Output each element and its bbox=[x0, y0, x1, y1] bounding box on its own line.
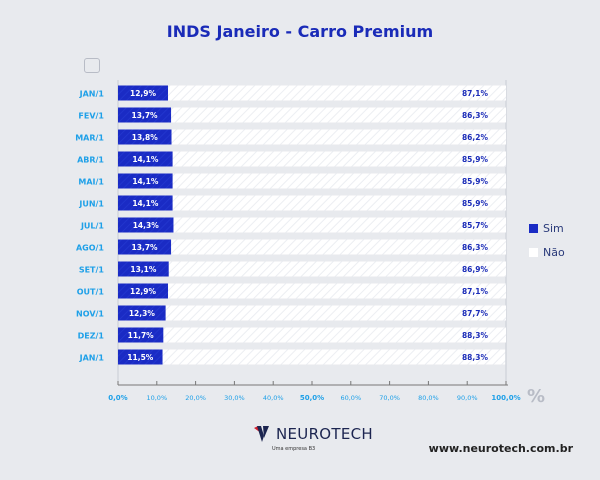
bar-sim bbox=[118, 85, 169, 101]
data-label-nao: 86,3% bbox=[462, 111, 489, 120]
data-label-sim: 12,9% bbox=[130, 287, 157, 296]
category-label: DEZ/1 bbox=[78, 332, 105, 341]
calendar-icon bbox=[84, 58, 100, 73]
x-tick-label: 10,0% bbox=[146, 394, 167, 402]
data-label-nao: 88,3% bbox=[462, 353, 489, 362]
bar-sim bbox=[118, 151, 173, 167]
x-tick-label: 20,0% bbox=[185, 394, 206, 402]
data-label-nao: 85,9% bbox=[462, 177, 489, 186]
legend-nao: Não bbox=[529, 246, 565, 259]
data-label-sim: 12,9% bbox=[130, 89, 157, 98]
x-tick-label: 80,0% bbox=[418, 394, 439, 402]
data-label-nao: 88,3% bbox=[462, 331, 489, 340]
data-label-nao: 85,9% bbox=[462, 155, 489, 164]
category-label: OUT/1 bbox=[77, 288, 105, 297]
x-tick-label: 30,0% bbox=[224, 394, 245, 402]
data-label-sim: 13,7% bbox=[132, 243, 159, 252]
bar-sim bbox=[118, 173, 173, 189]
bar-nao bbox=[172, 173, 506, 189]
x-tick-label: 40,0% bbox=[263, 394, 284, 402]
bar-nao bbox=[172, 195, 506, 211]
bar-nao bbox=[173, 217, 506, 233]
category-label: JAN/1 bbox=[79, 354, 105, 363]
x-tick-label: 50,0% bbox=[300, 394, 324, 402]
category-label: SET/1 bbox=[79, 266, 105, 275]
data-label-nao: 87,1% bbox=[462, 287, 489, 296]
bar-nao bbox=[171, 239, 506, 255]
legend-swatch-sim bbox=[529, 224, 538, 233]
x-tick-label: 100,0% bbox=[491, 394, 520, 402]
bar-sim bbox=[118, 107, 172, 123]
x-tick-label: 90,0% bbox=[457, 394, 478, 402]
legend-sim: Sim bbox=[529, 222, 564, 235]
category-label: ABR/1 bbox=[77, 156, 104, 165]
data-label-sim: 13,1% bbox=[130, 265, 157, 274]
bar-sim bbox=[118, 305, 166, 321]
data-label-sim: 13,8% bbox=[132, 133, 159, 142]
bar-nao bbox=[172, 151, 506, 167]
bar-nao bbox=[168, 261, 506, 277]
category-label: NOV/1 bbox=[76, 310, 104, 319]
bar-nao bbox=[165, 305, 506, 321]
data-label-sim: 12,3% bbox=[129, 309, 156, 318]
data-label-sim: 13,7% bbox=[132, 111, 159, 120]
brand-name: NEUROTECH bbox=[276, 425, 373, 443]
category-label: MAI/1 bbox=[78, 178, 104, 187]
data-label-nao: 86,3% bbox=[462, 243, 489, 252]
data-label-sim: 14,3% bbox=[133, 221, 160, 230]
bar-nao bbox=[171, 107, 506, 123]
x-tick-label: 0,0% bbox=[108, 394, 127, 402]
bar-sim bbox=[118, 195, 173, 211]
brand-tagline: Uma empresa B3 bbox=[272, 446, 316, 452]
data-label-nao: 87,1% bbox=[462, 89, 489, 98]
data-label-sim: 14,1% bbox=[132, 177, 159, 186]
bar-sim bbox=[118, 239, 172, 255]
category-label: FEV/1 bbox=[78, 112, 104, 121]
axis-unit: % bbox=[527, 386, 546, 407]
legend-label: Sim bbox=[543, 222, 564, 235]
bar-nao bbox=[163, 327, 506, 343]
bar-nao bbox=[168, 283, 506, 299]
data-label-sim: 11,7% bbox=[128, 331, 155, 340]
data-label-sim: 14,1% bbox=[132, 199, 159, 208]
category-label: MAR/1 bbox=[75, 134, 104, 143]
bar-sim bbox=[118, 129, 172, 145]
category-label: JUN/1 bbox=[78, 200, 104, 209]
data-label-nao: 87,7% bbox=[462, 309, 489, 318]
chart-title: INDS Janeiro - Carro Premium bbox=[166, 22, 434, 41]
x-tick-label: 70,0% bbox=[379, 394, 400, 402]
bar-sim bbox=[118, 283, 169, 299]
x-tick-label: 60,0% bbox=[340, 394, 361, 402]
data-label-sim: 14,1% bbox=[132, 155, 159, 164]
bar-sim bbox=[118, 327, 164, 343]
data-label-nao: 85,9% bbox=[462, 199, 489, 208]
bar-nao bbox=[168, 85, 506, 101]
data-label-nao: 85,7% bbox=[462, 221, 489, 230]
category-label: JAN/1 bbox=[79, 90, 105, 99]
logo-mark-icon bbox=[254, 426, 269, 442]
website-url: www.neurotech.com.br bbox=[428, 442, 573, 455]
legend-swatch-nao bbox=[529, 248, 538, 257]
category-label: AGO/1 bbox=[76, 244, 104, 253]
data-label-nao: 86,9% bbox=[462, 265, 489, 274]
bar-nao bbox=[162, 349, 506, 365]
category-label: JUL/1 bbox=[80, 222, 104, 231]
bar-sim bbox=[118, 217, 174, 233]
legend-label: Não bbox=[543, 246, 565, 259]
bar-nao bbox=[171, 129, 506, 145]
neurotech-logo: NEUROTECH Uma empresa B3 bbox=[252, 424, 373, 452]
bar-sim bbox=[118, 349, 163, 365]
data-label-sim: 11,5% bbox=[127, 353, 154, 362]
bar-sim bbox=[118, 261, 169, 277]
data-label-nao: 86,2% bbox=[462, 133, 489, 142]
